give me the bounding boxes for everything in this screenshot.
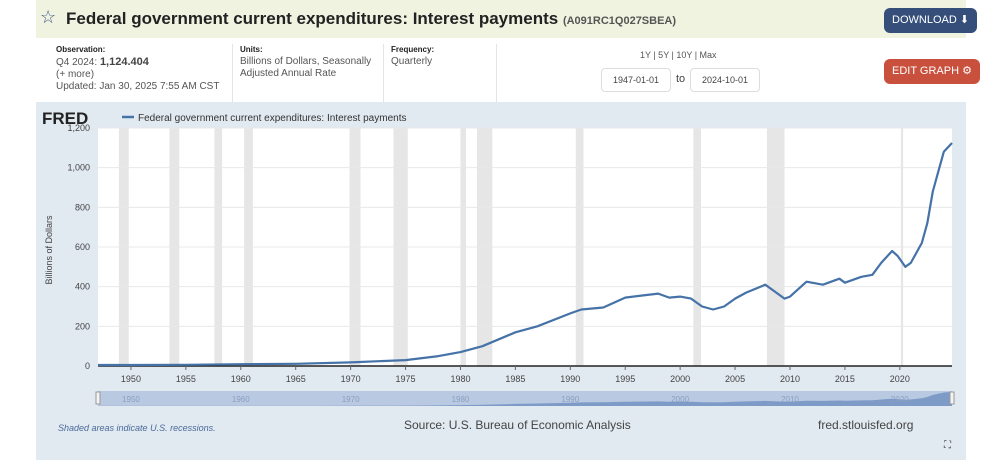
gear-icon: ⚙ (962, 65, 972, 77)
page-title: Federal government current expenditures:… (66, 9, 676, 31)
navigator-tick-label: 1960 (232, 395, 250, 404)
x-tick-label: 1980 (450, 374, 470, 384)
source-text: Source: U.S. Bureau of Economic Analysis (404, 418, 631, 432)
more-link[interactable]: (+ more) (56, 69, 95, 80)
x-tick-label: 1950 (121, 374, 141, 384)
y-tick-label: 400 (75, 282, 90, 292)
x-tick-label: 1970 (341, 374, 361, 384)
x-tick-label: 1995 (615, 374, 635, 384)
units-label: Units: (240, 45, 263, 54)
navigator-tick-label: 2000 (671, 395, 689, 404)
download-label: DOWNLOAD (892, 14, 957, 26)
site-link[interactable]: fred.stlouisfed.org (818, 418, 914, 432)
frequency-label: Frequency: (391, 45, 435, 54)
start-date-input[interactable]: 1947-01-01 (601, 68, 671, 92)
units-value: Billions of Dollars, Seasonally Adjusted… (240, 56, 372, 79)
observation-block: Observation: Q4 2024: 1,124.404 (+ more)… (56, 38, 231, 102)
x-tick-label: 1975 (396, 374, 416, 384)
download-icon: ⬇ (959, 14, 970, 26)
navigator-handle[interactable] (95, 391, 101, 405)
edit-graph-button[interactable]: EDIT GRAPH ⚙ (884, 59, 980, 84)
observation-value: 1,124.404 (99, 56, 149, 68)
navigator-tick-label: 1950 (122, 395, 140, 404)
navigator-tick-label: 2010 (781, 395, 799, 404)
fred-logo: FRED (42, 109, 88, 128)
series-id: (A091RC1Q027SBEA) (562, 15, 677, 27)
x-tick-label: 2020 (890, 374, 910, 384)
end-date-input[interactable]: 2024-10-01 (690, 68, 760, 92)
observation-label: Observation: (56, 45, 106, 54)
divider (383, 44, 384, 102)
frequency-value: Quarterly (391, 56, 433, 67)
y-tick-label: 600 (75, 242, 90, 252)
x-tick-label: 2005 (725, 374, 745, 384)
divider (232, 44, 233, 102)
y-tick-label: 1,000 (67, 163, 90, 173)
x-tick-label: 1990 (560, 374, 580, 384)
header-bar: ☆ Federal government current expenditure… (36, 0, 978, 38)
legend-label: Federal government current expenditures:… (138, 113, 406, 124)
x-tick-label: 1985 (505, 374, 525, 384)
updated-text: Updated: Jan 30, 2025 7:55 AM CST (56, 81, 220, 92)
navigator-tick-label: 1980 (452, 395, 470, 404)
navigator-tick-label: 1990 (561, 395, 579, 404)
frequency-block: Frequency: Quarterly (391, 38, 491, 102)
y-tick-label: 800 (75, 202, 90, 212)
to-label: to (676, 73, 686, 85)
recession-note: Shaded areas indicate U.S. recessions. (58, 423, 216, 433)
x-tick-label: 1965 (286, 374, 306, 384)
divider (496, 44, 497, 102)
y-axis-label: Billions of Dollars (44, 215, 54, 285)
observation-period: Q4 2024: (56, 57, 98, 68)
edit-graph-label: EDIT GRAPH (892, 65, 960, 77)
star-icon[interactable]: ☆ (40, 7, 57, 27)
x-tick-label: 2000 (670, 374, 690, 384)
title-text: Federal government current expenditures:… (66, 9, 559, 28)
x-tick-label: 1955 (176, 374, 196, 384)
navigator-tick-label: 2020 (891, 395, 909, 404)
series-line (98, 142, 953, 367)
navigator-handle[interactable] (949, 391, 955, 405)
y-tick-label: 200 (75, 321, 90, 331)
y-tick-label: 0 (85, 361, 90, 371)
x-tick-label: 2010 (780, 374, 800, 384)
y-tick-label: 1,200 (67, 123, 90, 133)
download-button[interactable]: DOWNLOAD ⬇ (884, 8, 978, 33)
navigator-tick-label: 1970 (342, 395, 360, 404)
range-links[interactable]: 1Y | 5Y | 10Y | Max (640, 50, 717, 60)
x-tick-label: 2015 (835, 374, 855, 384)
navigator-series (98, 391, 952, 406)
fullscreen-icon[interactable]: ⛶ (944, 440, 951, 451)
units-block: Units: Billions of Dollars, Seasonally A… (240, 38, 380, 102)
x-tick-label: 1960 (231, 374, 251, 384)
